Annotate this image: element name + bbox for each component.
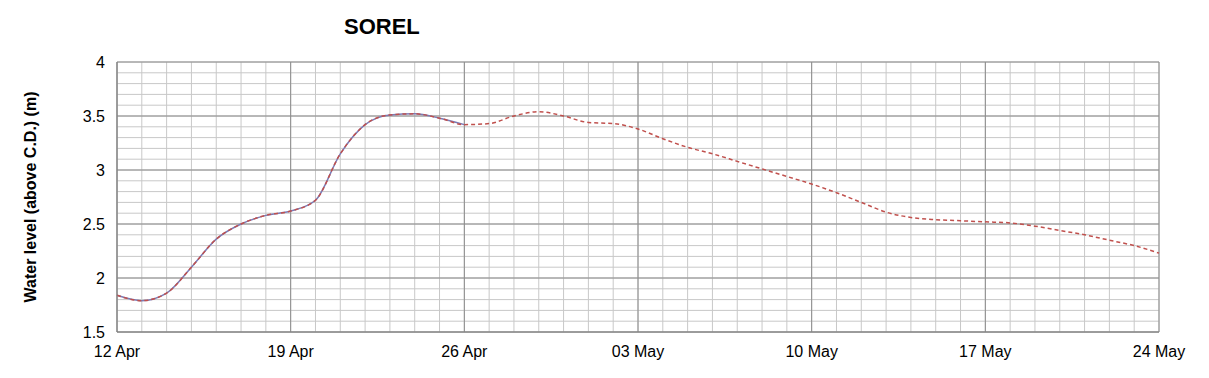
svg-text:Water level (above C.D.) (m): Water level (above C.D.) (m) [22,91,39,302]
svg-text:17 May: 17 May [959,343,1011,360]
svg-text:19 Apr: 19 Apr [268,343,315,360]
svg-text:3.5: 3.5 [83,108,105,125]
svg-text:03 May: 03 May [612,343,664,360]
svg-text:3: 3 [96,162,105,179]
svg-text:26 Apr: 26 Apr [441,343,488,360]
svg-text:2: 2 [96,270,105,287]
svg-text:12 Apr: 12 Apr [94,343,141,360]
svg-text:10 May: 10 May [785,343,837,360]
svg-text:4: 4 [96,54,105,71]
html-text:SOREL: SOREL [344,14,420,39]
svg-text:24 May: 24 May [1133,343,1185,360]
svg-text:1.5: 1.5 [83,324,105,341]
svg-text:2.5: 2.5 [83,216,105,233]
